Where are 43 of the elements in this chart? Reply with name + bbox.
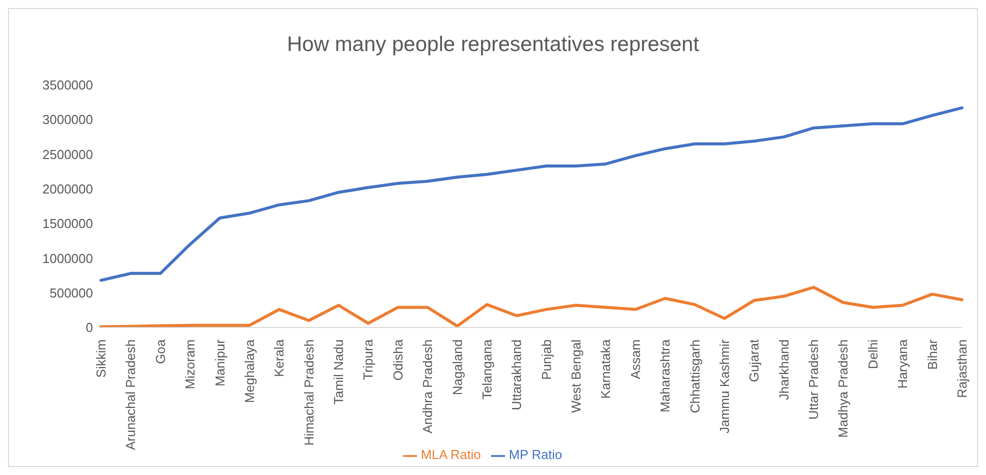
x-tick-label: Chhattisgarh bbox=[687, 339, 702, 414]
x-tick-label: Manipur bbox=[212, 338, 228, 386]
y-tick-label: 3000000 bbox=[42, 112, 93, 128]
y-tick-label: 1500000 bbox=[42, 216, 93, 232]
x-tick-label: Goa bbox=[152, 338, 168, 364]
x-tick-label: Assam bbox=[628, 339, 643, 380]
x-tick-label: Maharashtra bbox=[658, 338, 673, 412]
line-series bbox=[100, 106, 964, 282]
y-tick-label: 3500000 bbox=[42, 78, 93, 93]
y-tick-label: 2500000 bbox=[42, 146, 93, 162]
line-series bbox=[100, 286, 964, 328]
x-tick-label: Tamil Nadu bbox=[331, 339, 346, 404]
x-tick-label: Madhya Pradesh bbox=[836, 339, 851, 438]
y-tick-label: 500000 bbox=[50, 285, 93, 300]
x-tick-label: Gujarat bbox=[746, 339, 762, 382]
x-tick-label: Rajasthan bbox=[954, 339, 970, 398]
y-tick-label: 0 bbox=[86, 320, 93, 336]
x-tick-label: Karnataka bbox=[598, 338, 614, 399]
x-tick-label: Meghalaya bbox=[242, 338, 257, 404]
x-tick-label: Uttar Pradesh bbox=[806, 339, 822, 420]
y-tick-label: 2000000 bbox=[42, 182, 93, 197]
x-tick-label: Tripura bbox=[360, 338, 376, 380]
x-tick-label: Bihar bbox=[924, 338, 940, 370]
x-tick-label: Uttarakhand bbox=[509, 339, 524, 410]
x-tick-label: Jammu Kashmir bbox=[716, 338, 732, 434]
legend-label: MLA Ratio bbox=[420, 447, 481, 462]
x-tick-label: Himachal Pradesh bbox=[301, 339, 316, 446]
x-tick-label: Kerala bbox=[272, 338, 287, 378]
chart-title: How many people representatives represent bbox=[286, 33, 700, 57]
x-tick-label: Odisha bbox=[390, 338, 406, 381]
x-tick-label: Punjab bbox=[538, 339, 554, 380]
x-tick-label: Sikkim bbox=[94, 339, 108, 378]
legend-label: MP Ratio bbox=[508, 447, 562, 462]
x-tick-label: West Bengal bbox=[568, 339, 584, 413]
y-tick-label: 1000000 bbox=[42, 250, 93, 266]
x-tick-label: Jharkhand bbox=[776, 339, 792, 400]
x-tick-label: Andhra Pradesh bbox=[420, 339, 436, 434]
x-tick-label: Delhi bbox=[865, 339, 880, 370]
x-tick-label: Nagaland bbox=[450, 339, 465, 396]
x-tick-label: Arunachal Pradesh bbox=[123, 339, 138, 450]
x-tick-label: Mizoram bbox=[182, 339, 198, 390]
x-tick-label: Telangana bbox=[479, 338, 494, 400]
x-tick-label: Haryana bbox=[895, 338, 910, 389]
